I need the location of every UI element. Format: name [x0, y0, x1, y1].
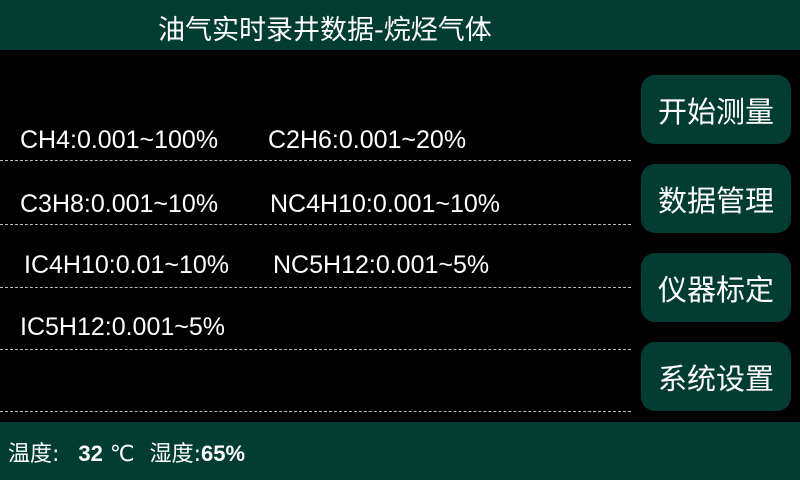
gas-range-nc4h10: NC4H10:0.001~10% — [270, 190, 501, 218]
divider — [0, 411, 631, 412]
temperature-unit: ℃ — [109, 442, 135, 467]
system-settings-button[interactable]: 系统设置 — [641, 342, 791, 411]
temperature-value: 32 — [78, 441, 103, 466]
gas-range-c2h6: C2H6:0.001~20% — [268, 126, 467, 154]
humidity-value: 65% — [201, 441, 246, 466]
divider — [0, 287, 631, 288]
data-management-button[interactable]: 数据管理 — [641, 164, 791, 233]
temperature-label: 温度: — [8, 442, 60, 467]
gas-range-c3h8: C3H8:0.001~10% — [20, 190, 219, 218]
start-measure-button[interactable]: 开始测量 — [641, 75, 791, 144]
gas-range-ic4h10: IC4H10:0.01~10% — [24, 251, 230, 279]
page-title: 油气实时录井数据-烷烃气体 — [158, 15, 492, 46]
gas-range-ic5h12: IC5H12:0.001~5% — [20, 313, 226, 341]
instrument-calibration-button[interactable]: 仪器标定 — [641, 253, 791, 322]
divider — [0, 349, 631, 350]
gas-range-nc5h12: NC5H12:0.001~5% — [273, 251, 490, 279]
gas-range-ch4: CH4:0.001~100% — [20, 126, 219, 154]
title-bar: 油气实时录井数据-烷烃气体 — [0, 0, 800, 50]
humidity-label: 湿度: — [149, 442, 202, 467]
divider — [0, 224, 631, 225]
status-bar: 温度: 32 ℃ 湿度:65% — [0, 422, 800, 480]
divider — [0, 160, 631, 161]
